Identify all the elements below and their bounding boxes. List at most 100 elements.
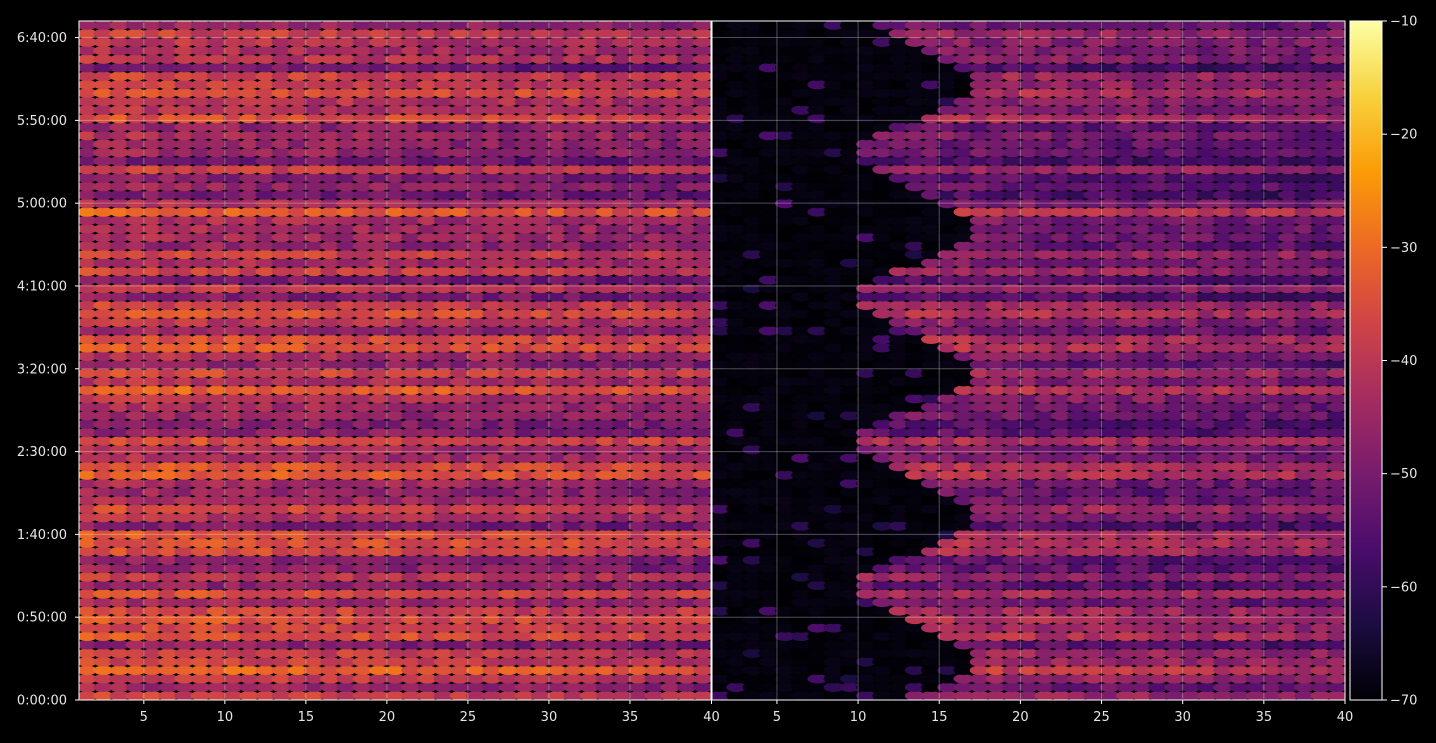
heatmap-cell bbox=[937, 691, 958, 700]
heatmap-cell bbox=[1164, 614, 1185, 625]
heatmap-cell bbox=[726, 665, 747, 675]
heatmap-cell bbox=[514, 232, 535, 243]
heatmap-cell bbox=[320, 385, 341, 395]
heatmap-cell bbox=[109, 512, 130, 523]
heatmap-cell bbox=[1067, 606, 1088, 616]
heatmap-cell bbox=[758, 538, 779, 548]
heatmap-cell bbox=[125, 444, 146, 455]
heatmap-cell bbox=[206, 283, 227, 294]
heatmap-cell bbox=[190, 275, 211, 285]
heatmap-cell bbox=[692, 394, 711, 404]
heatmap-cell bbox=[1115, 444, 1136, 455]
heatmap-cell bbox=[190, 580, 211, 591]
heatmap-cell bbox=[482, 623, 503, 633]
heatmap-cell bbox=[1002, 597, 1023, 608]
heatmap-cell bbox=[417, 343, 438, 353]
heatmap-cell bbox=[692, 648, 711, 658]
heatmap-cell bbox=[692, 198, 711, 209]
heatmap-cell bbox=[304, 343, 324, 353]
heatmap-cell bbox=[1310, 444, 1331, 455]
heatmap-cell bbox=[514, 470, 535, 480]
heatmap-cell bbox=[190, 96, 211, 107]
heatmap-cell bbox=[530, 504, 551, 514]
heatmap-cell bbox=[611, 122, 632, 132]
heatmap-cell bbox=[872, 674, 893, 684]
heatmap-cell bbox=[482, 360, 503, 370]
heatmap-cell bbox=[449, 377, 470, 387]
heatmap-cell bbox=[1115, 674, 1136, 684]
heatmap-cell bbox=[1164, 360, 1185, 370]
heatmap-cell bbox=[401, 300, 422, 310]
heatmap-cell bbox=[93, 504, 114, 514]
heatmap-cell bbox=[1002, 631, 1023, 641]
heatmap-cell bbox=[660, 402, 681, 412]
heatmap-cell bbox=[287, 317, 308, 327]
heatmap-cell bbox=[141, 54, 162, 64]
heatmap-cell bbox=[1213, 563, 1234, 574]
heatmap-cell bbox=[239, 266, 260, 277]
heatmap-cell bbox=[628, 691, 649, 700]
heatmap-cell bbox=[255, 546, 276, 557]
heatmap-cell bbox=[563, 224, 584, 234]
heatmap-cell bbox=[109, 691, 130, 700]
heatmap-cell bbox=[320, 402, 341, 412]
heatmap-cell bbox=[1229, 411, 1250, 421]
heatmap-cell bbox=[401, 224, 422, 234]
heatmap-cell bbox=[1326, 538, 1345, 548]
heatmap-cell bbox=[1180, 334, 1201, 344]
heatmap-cell bbox=[921, 572, 942, 582]
heatmap-cell bbox=[1050, 292, 1072, 302]
heatmap-cell bbox=[953, 589, 974, 599]
heatmap-cell bbox=[190, 21, 211, 30]
heatmap-cell bbox=[79, 207, 98, 217]
heatmap-cell bbox=[109, 495, 130, 506]
heatmap-cell bbox=[514, 546, 535, 557]
heatmap-cell bbox=[368, 512, 389, 523]
heatmap-cell bbox=[742, 674, 763, 684]
heatmap-cell bbox=[336, 427, 357, 438]
heatmap-cell bbox=[1083, 309, 1104, 319]
heatmap-cell bbox=[595, 181, 616, 192]
heatmap-cell bbox=[953, 453, 974, 463]
heatmap-cell bbox=[158, 674, 179, 684]
heatmap-cell bbox=[579, 614, 600, 625]
heatmap-cell bbox=[433, 207, 454, 217]
heatmap-cell bbox=[985, 589, 1007, 599]
heatmap-cell bbox=[433, 521, 454, 531]
heatmap-cell bbox=[158, 190, 179, 200]
heatmap-cell bbox=[93, 80, 114, 90]
heatmap-cell bbox=[109, 156, 130, 166]
heatmap-cell bbox=[969, 470, 990, 480]
heatmap-cell bbox=[336, 71, 357, 81]
heatmap-cell bbox=[921, 674, 942, 684]
heatmap-cell bbox=[1278, 309, 1299, 319]
heatmap-cell bbox=[466, 309, 486, 319]
heatmap-cell bbox=[158, 589, 179, 599]
heatmap-cell bbox=[660, 173, 681, 183]
heatmap-cell bbox=[401, 470, 422, 480]
heatmap-cell bbox=[498, 648, 519, 658]
heatmap-cell bbox=[644, 589, 665, 599]
heatmap-cell bbox=[985, 495, 1007, 506]
heatmap-cell bbox=[109, 215, 130, 226]
heatmap-cell bbox=[530, 105, 551, 115]
heatmap-cell bbox=[93, 512, 114, 523]
heatmap-cell bbox=[758, 614, 779, 625]
heatmap-cell bbox=[628, 96, 649, 107]
heatmap-cell bbox=[1115, 351, 1136, 361]
heatmap-cell bbox=[1229, 317, 1250, 327]
heatmap-cell bbox=[79, 292, 98, 302]
heatmap-cell bbox=[385, 538, 405, 548]
heatmap-cell bbox=[93, 309, 114, 319]
heatmap-cell bbox=[206, 360, 227, 370]
heatmap-cell bbox=[271, 478, 292, 489]
heatmap-cell bbox=[79, 648, 98, 658]
heatmap-cell bbox=[514, 538, 535, 548]
heatmap-cell bbox=[336, 46, 357, 56]
heatmap-cell bbox=[287, 232, 308, 243]
heatmap-cell bbox=[823, 444, 844, 455]
heatmap-cell bbox=[921, 487, 942, 497]
heatmap-cell bbox=[1018, 411, 1039, 421]
heatmap-cell bbox=[352, 164, 373, 175]
heatmap-cell bbox=[93, 351, 114, 361]
